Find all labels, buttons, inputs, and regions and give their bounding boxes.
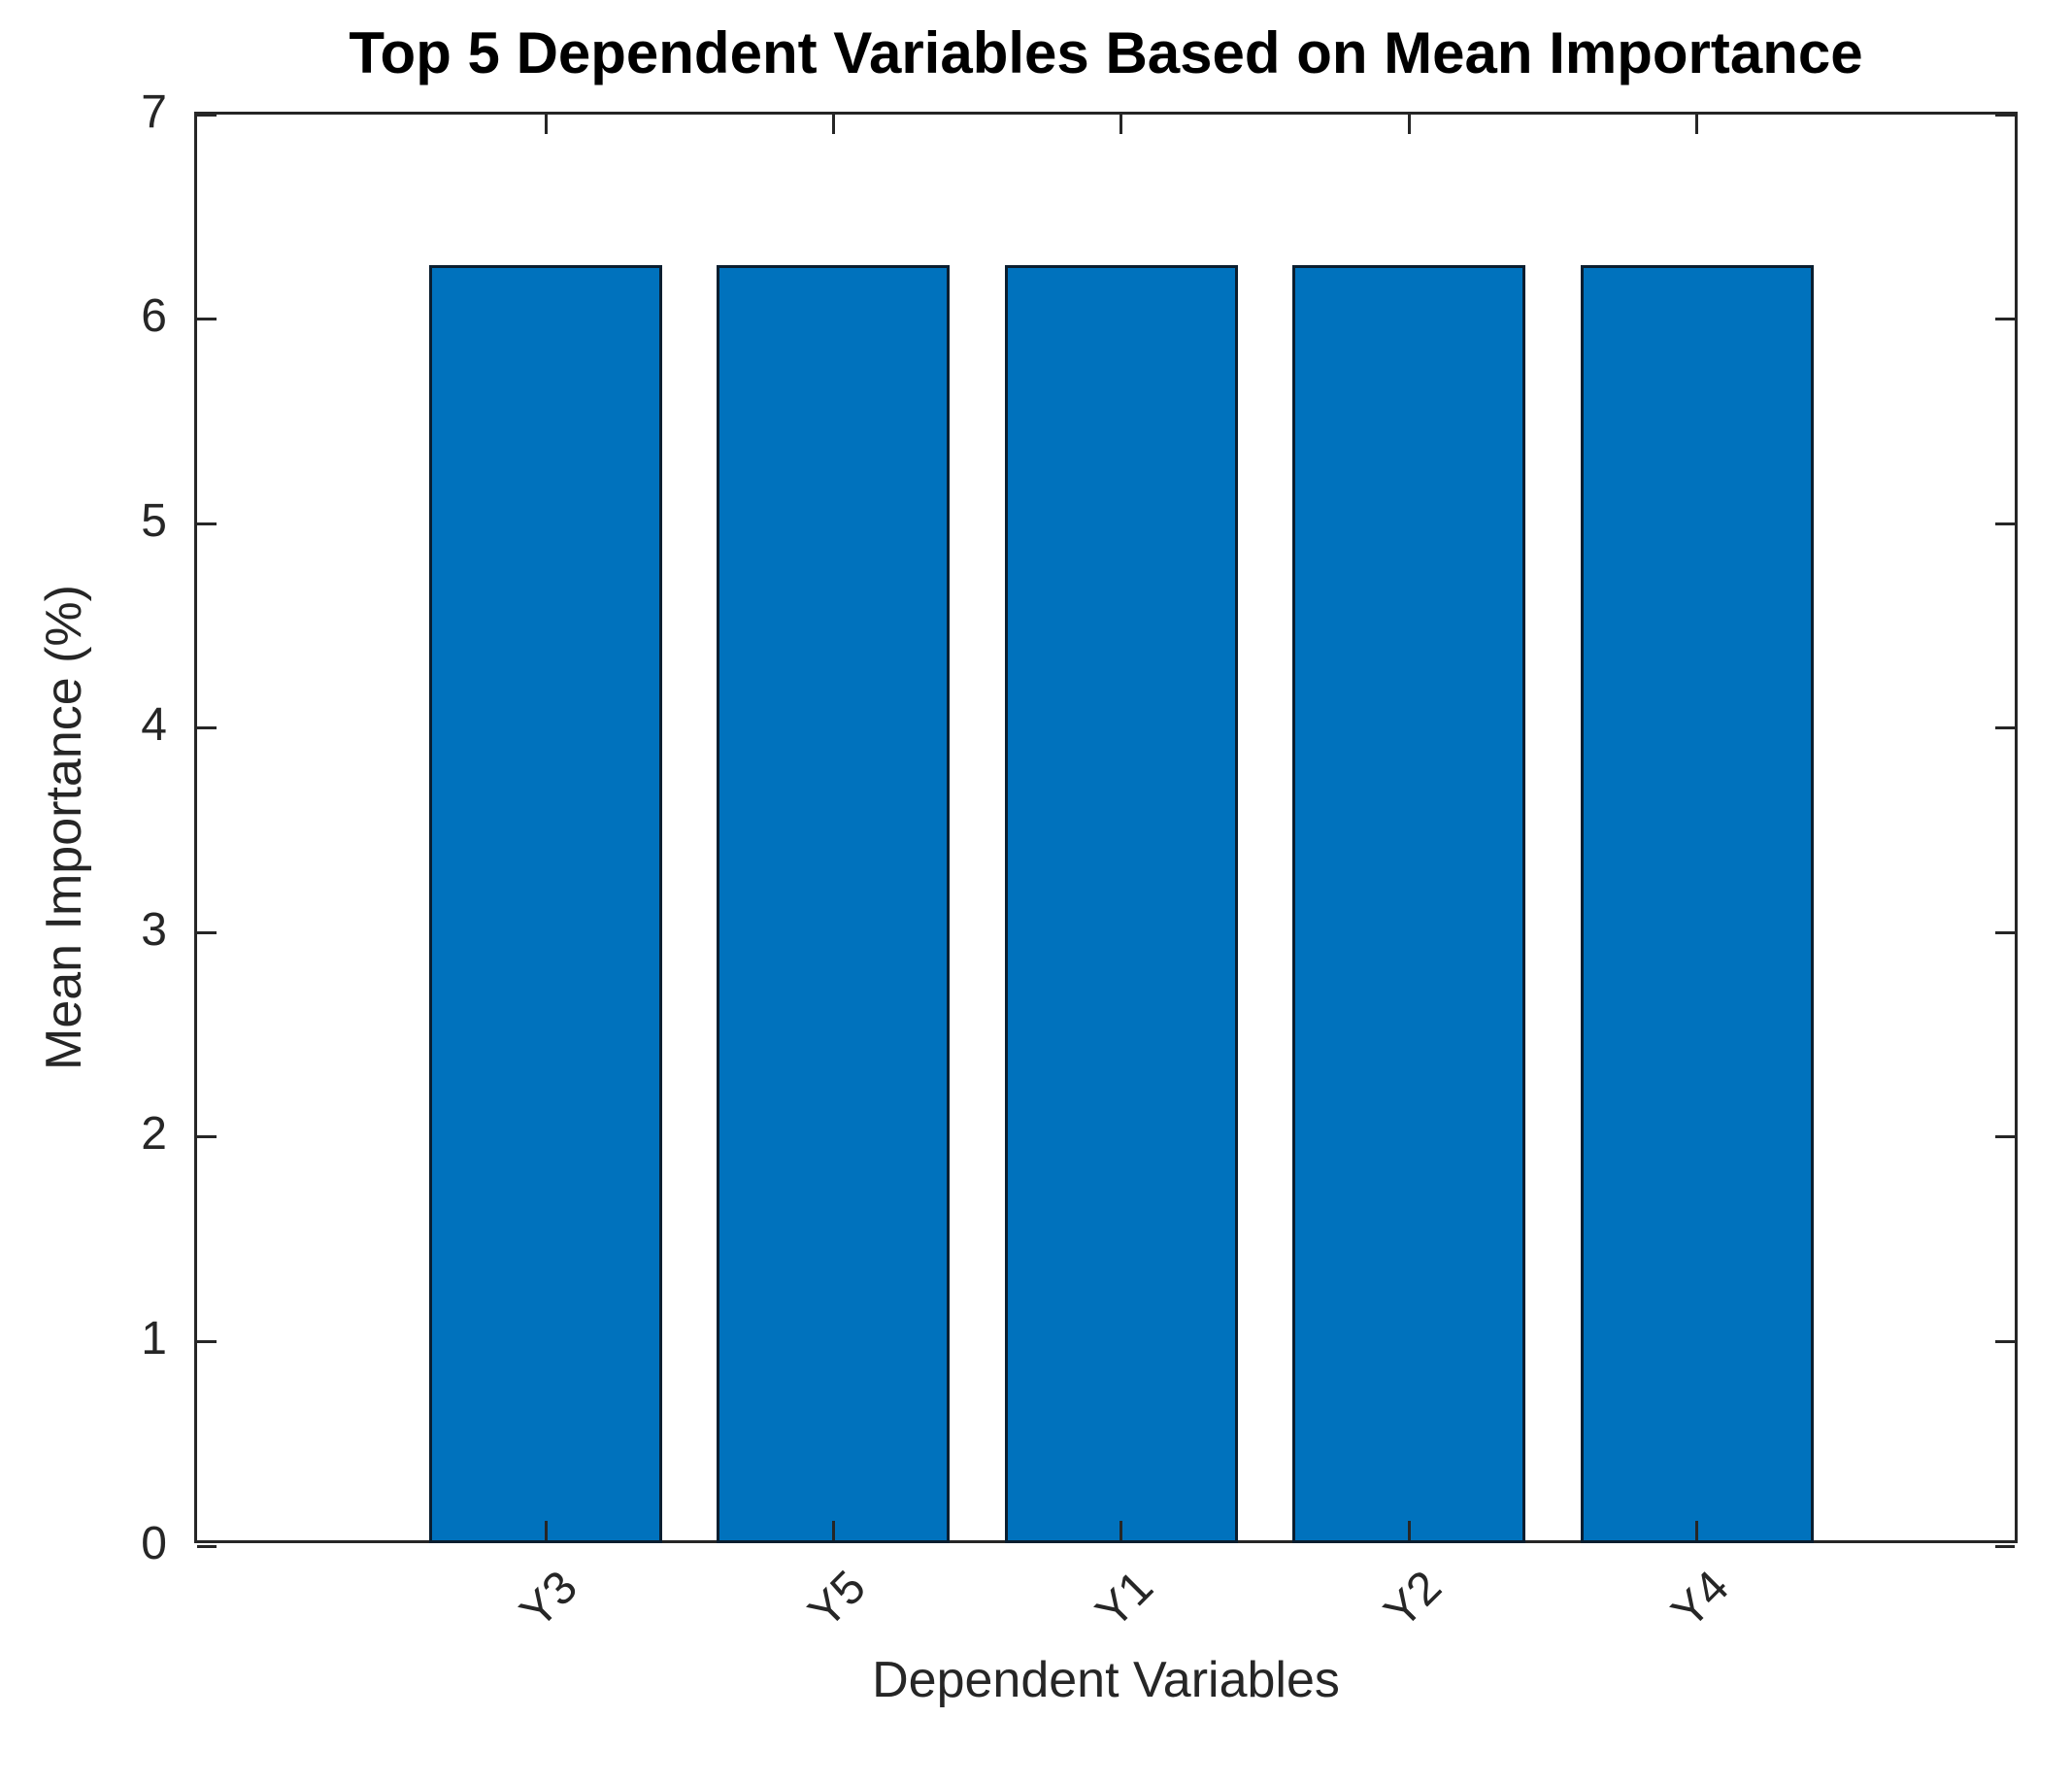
- x-axis-tick: [544, 1521, 548, 1540]
- x-axis-tick: [1695, 115, 1699, 134]
- y-axis-tick-label: 4: [141, 699, 167, 752]
- x-axis-label: Dependent Variables: [872, 1652, 1340, 1708]
- x-axis-tick: [1120, 115, 1123, 134]
- y-axis-tick: [197, 1544, 217, 1548]
- y-axis-tick-label: 1: [141, 1312, 167, 1364]
- y-axis-tick: [197, 930, 217, 934]
- y-axis-tick-label: 7: [141, 85, 167, 138]
- y-axis-tick: [1995, 522, 2015, 525]
- y-axis-tick: [1995, 930, 2015, 934]
- y-axis-tick: [197, 318, 217, 321]
- y-axis-tick: [197, 1135, 217, 1139]
- y-axis-tick-label: 5: [141, 494, 167, 547]
- bar-Y1: [1004, 264, 1238, 1543]
- x-axis-tick-label: Y3: [511, 1561, 588, 1638]
- y-axis-tick: [1995, 318, 2015, 321]
- bar-Y5: [717, 264, 951, 1543]
- y-axis-tick: [1995, 1544, 2015, 1548]
- y-axis-tick: [197, 522, 217, 525]
- y-axis-tick: [197, 726, 217, 730]
- y-axis-tick: [1995, 1339, 2015, 1343]
- y-axis-label: Mean Importance (%): [36, 585, 92, 1070]
- bar-Y3: [429, 264, 663, 1543]
- x-axis-tick-label: Y5: [798, 1561, 876, 1638]
- y-axis-tick: [197, 113, 217, 117]
- y-axis-tick-label: 6: [141, 290, 167, 343]
- y-axis-tick-label: 2: [141, 1108, 167, 1161]
- x-axis-tick: [831, 1521, 835, 1540]
- bar-Y2: [1292, 264, 1526, 1543]
- chart-title: Top 5 Dependent Variables Based on Mean …: [349, 20, 1863, 85]
- x-axis-tick: [1407, 1521, 1411, 1540]
- x-axis-tick: [1695, 1521, 1699, 1540]
- y-axis-tick: [197, 1339, 217, 1343]
- y-axis-tick-label: 0: [141, 1517, 167, 1569]
- x-axis-tick: [544, 115, 548, 134]
- x-axis-tick-label: Y2: [1374, 1561, 1452, 1638]
- x-axis-tick: [831, 115, 835, 134]
- x-axis-tick-label: Y1: [1086, 1561, 1164, 1638]
- bar-Y4: [1580, 264, 1814, 1543]
- plot-area: [194, 112, 2018, 1548]
- y-axis-tick-label: 3: [141, 903, 167, 956]
- x-axis-tick: [1120, 1521, 1123, 1540]
- x-axis-tick: [1407, 115, 1411, 134]
- y-axis-tick: [1995, 726, 2015, 730]
- y-axis-tick: [1995, 113, 2015, 117]
- x-axis-tick-label: Y4: [1662, 1561, 1740, 1638]
- y-axis-tick: [1995, 1135, 2015, 1139]
